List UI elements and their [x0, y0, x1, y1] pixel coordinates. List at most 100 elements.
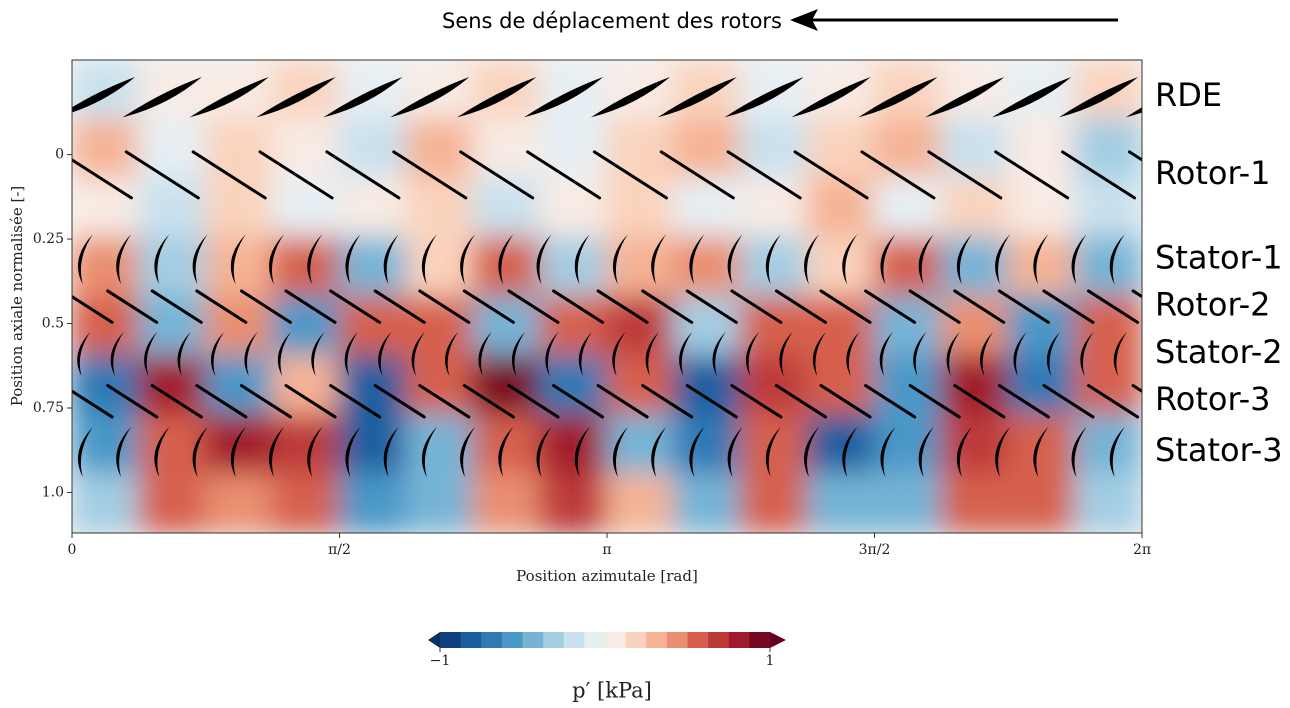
blade: [116, 426, 132, 478]
field-cell: [72, 118, 140, 180]
field-cell: [72, 354, 140, 416]
blade: [804, 234, 820, 285]
blade: [730, 384, 783, 419]
blade: [1131, 289, 1142, 299]
blade: [284, 384, 337, 419]
blade: [592, 150, 668, 200]
blade: [995, 426, 1011, 478]
field-cell: [606, 354, 675, 416]
blade: [685, 384, 738, 419]
blade: [418, 384, 471, 419]
blade: [459, 150, 535, 200]
blade: [992, 77, 1072, 118]
x-tick-label: 0: [68, 542, 77, 558]
blade: [390, 77, 470, 118]
blade: [552, 289, 605, 324]
blade: [177, 331, 191, 377]
blade: [1058, 77, 1139, 118]
colorbar: −1 1: [428, 632, 786, 669]
blade: [819, 289, 872, 324]
y-tick-label: 0: [55, 147, 64, 163]
row-label: Stator-3: [1155, 431, 1283, 469]
field-cell: [1007, 177, 1077, 239]
field-cell: [1074, 413, 1142, 475]
blade: [72, 158, 133, 200]
x-tick-label: π/2: [328, 542, 351, 558]
field-cell: [672, 354, 742, 416]
field-cell: [72, 236, 140, 298]
blade: [918, 426, 934, 478]
blade: [373, 289, 426, 324]
blade: [880, 426, 896, 478]
field-cell: [405, 118, 475, 180]
field-cell: [806, 118, 876, 180]
blade: [507, 289, 560, 324]
blade: [864, 289, 917, 324]
blade: [378, 331, 392, 377]
blade-rows: [72, 77, 1142, 478]
field-cell: [940, 354, 1010, 416]
blade: [645, 331, 659, 377]
blade: [641, 384, 694, 419]
field-cell: [1074, 118, 1142, 180]
field-cell: [271, 177, 341, 239]
field-cell: [271, 236, 341, 298]
blade: [641, 289, 694, 324]
field-cell: [739, 236, 809, 298]
colorbar-tick-label: −1: [430, 653, 451, 669]
blade: [1125, 107, 1142, 118]
field-cell: [940, 118, 1010, 180]
blade: [953, 289, 1006, 324]
field-cell: [137, 177, 207, 239]
blade: [956, 426, 972, 478]
field-cell: [271, 118, 341, 180]
blade: [804, 426, 820, 478]
blade: [307, 234, 323, 285]
blade: [956, 234, 972, 285]
blade: [77, 234, 93, 285]
row-label: Rotor-1: [1155, 154, 1271, 192]
colorbar-swatch: [563, 632, 585, 648]
colorbar-swatch: [460, 632, 482, 648]
blade: [460, 426, 476, 478]
blade: [1071, 234, 1087, 285]
blade: [269, 234, 285, 285]
blade: [150, 289, 203, 324]
field-cell: [606, 472, 675, 533]
blade: [269, 426, 285, 478]
blade: [507, 384, 560, 419]
blade: [244, 331, 258, 377]
y-tick-label: 0.5: [42, 316, 64, 332]
field-cell: [338, 177, 408, 239]
field-cell: [1007, 236, 1077, 298]
blade: [1061, 150, 1137, 200]
field-cell: [873, 177, 943, 239]
blade: [793, 150, 869, 200]
x-tick-label: π: [602, 542, 611, 558]
blade: [345, 234, 361, 285]
blade: [72, 294, 114, 324]
blade: [1113, 331, 1127, 377]
blade: [1127, 150, 1142, 162]
blade: [578, 331, 592, 377]
field-cell: [739, 177, 809, 239]
field-cell: [940, 472, 1010, 533]
blade: [144, 331, 158, 377]
blade: [918, 234, 934, 285]
blade: [189, 77, 269, 118]
y-tick-label: 0.25: [33, 231, 64, 247]
field-cell: [539, 354, 608, 416]
blade: [997, 384, 1050, 419]
blade: [498, 234, 514, 285]
blade: [1042, 384, 1095, 419]
y-axis-label: Position axiale normalisée [-]: [8, 186, 26, 407]
blade: [195, 384, 248, 419]
field-cell: [1007, 354, 1077, 416]
blade: [774, 289, 827, 324]
blade: [765, 234, 781, 285]
blade: [1087, 384, 1140, 419]
blade: [325, 150, 401, 200]
blade: [421, 234, 437, 285]
blade: [819, 384, 872, 419]
field-cell: [405, 472, 475, 533]
